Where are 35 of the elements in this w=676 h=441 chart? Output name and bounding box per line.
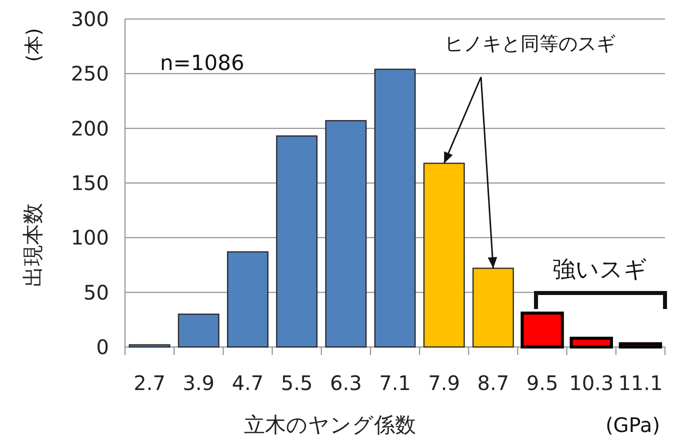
bar xyxy=(472,268,514,348)
annotation: n=1086 xyxy=(160,51,244,75)
bar xyxy=(520,312,564,348)
text: (GPa) xyxy=(605,413,660,437)
bar xyxy=(227,251,268,348)
x-tick-label: 9.5 xyxy=(526,371,558,395)
x-tick-label: 7.9 xyxy=(428,371,460,395)
x-tick-label: 2.7 xyxy=(134,371,166,395)
annotation: 強いスギ xyxy=(552,257,648,283)
x-tick-label: 6.3 xyxy=(330,371,362,395)
bar xyxy=(325,120,367,348)
y-tick-label: 0 xyxy=(96,335,109,359)
x-tick-label: 5.5 xyxy=(280,371,313,395)
bar xyxy=(276,135,318,348)
bar xyxy=(423,162,465,348)
bar xyxy=(178,314,220,348)
bar xyxy=(374,68,416,348)
y-tick-label: 150 xyxy=(70,171,109,195)
y-tick-label: 300 xyxy=(70,7,109,31)
x-tick-label: 11.1 xyxy=(618,371,663,395)
text: (本) xyxy=(23,28,45,62)
y-tick-label: 100 xyxy=(70,226,109,250)
x-tick-label: 3.9 xyxy=(182,371,215,395)
y-tick-label: 200 xyxy=(70,116,109,140)
x-tick-label: 8.7 xyxy=(477,371,510,395)
x-tick-label: 4.7 xyxy=(232,371,264,395)
bar xyxy=(128,344,170,348)
x-tick-label: 7.1 xyxy=(379,371,411,395)
y-tick-label: 250 xyxy=(70,62,109,86)
y-tick-label: 50 xyxy=(84,280,109,304)
y-axis-title: 出現本数 xyxy=(21,203,45,287)
bar xyxy=(570,336,613,348)
x-tick-label: 10.3 xyxy=(569,371,614,395)
annotation: ヒノキと同等のスギ xyxy=(444,33,616,55)
x-axis-title: 立木のヤング係数 xyxy=(244,413,416,437)
